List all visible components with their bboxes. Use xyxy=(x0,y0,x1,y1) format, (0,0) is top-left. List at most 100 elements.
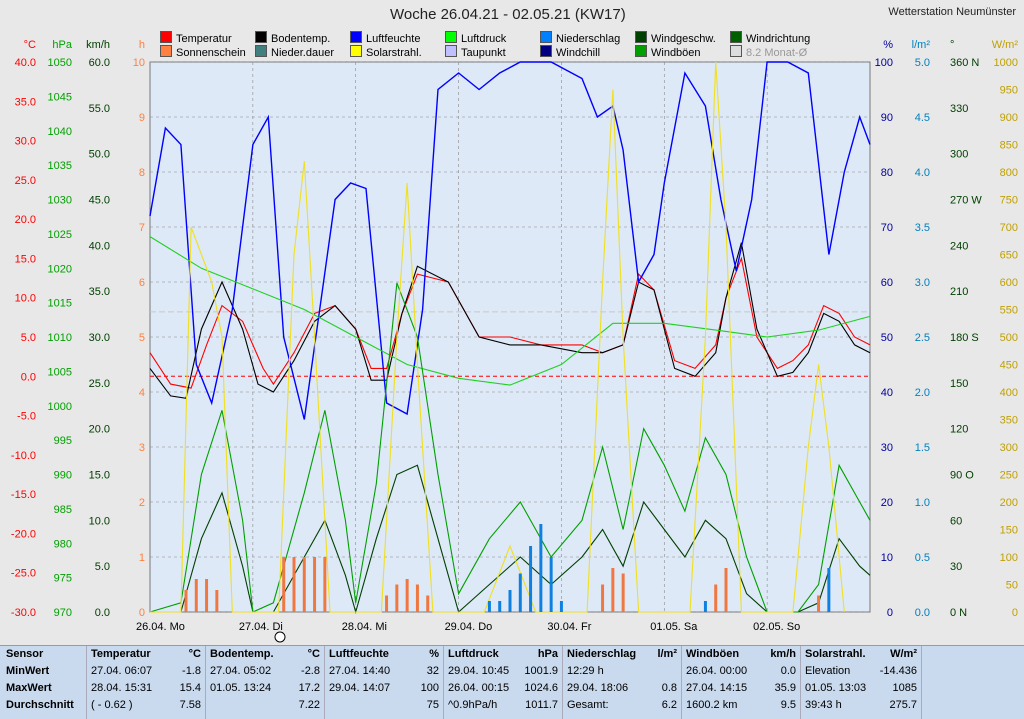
sunshine-bar xyxy=(405,579,409,612)
rain-bar xyxy=(703,601,707,612)
press-tick: 980 xyxy=(54,538,72,550)
rain-tick: 2.5 xyxy=(915,332,930,344)
legend-item: Windrichtung xyxy=(730,31,810,45)
solar-tick: 450 xyxy=(1000,360,1018,372)
wind-tick: 20.0 xyxy=(89,424,110,436)
sunshine-bar xyxy=(385,595,389,612)
rain-tick: 1.5 xyxy=(915,442,930,454)
legend-item: 8.2 Monat-Ø xyxy=(730,45,807,59)
legend-label: Temperatur xyxy=(176,33,232,45)
series-luftdruck xyxy=(149,236,871,386)
legend-item: Luftfeuchte xyxy=(350,31,420,45)
sun-tick: 6 xyxy=(139,277,145,289)
stats-cell: Bodentemp. °C xyxy=(210,648,320,660)
hum-tick: 90 xyxy=(881,112,893,124)
stats-cell: 7.22 xyxy=(298,699,320,711)
sunshine-bar xyxy=(184,590,188,612)
series-bodentemp xyxy=(149,242,871,399)
dir-tick: 60 xyxy=(950,515,962,527)
temp-tick: -10.0 xyxy=(11,450,36,462)
stats-cell: Solarstrahl. W/m² xyxy=(805,648,917,660)
wind-unit: km/h xyxy=(86,39,110,51)
legend-swatch xyxy=(635,31,647,43)
legend-label: Windböen xyxy=(651,47,701,59)
legend-item: Solarstrahl. xyxy=(350,45,422,59)
stats-cell: 1600.2 km 9.5 xyxy=(686,699,796,711)
legend-label: Windchill xyxy=(556,47,601,59)
sunshine-bar xyxy=(282,557,286,612)
sunshine-bar xyxy=(724,568,728,612)
solar-tick: 300 xyxy=(1000,442,1018,454)
stats-column: Temperatur °C 27.04. 06:07 -1.8 28.04. 15:31… xyxy=(87,646,206,719)
temp-tick: -30.0 xyxy=(11,607,36,619)
dir-tick: 210 xyxy=(950,286,968,298)
stats-cell: 27.04. 06:07 -1.8 xyxy=(91,665,201,677)
solar-tick: 750 xyxy=(1000,195,1018,207)
day-label: 02.05. So xyxy=(753,621,800,633)
rain-bar xyxy=(529,546,533,612)
wind-tick: 60.0 xyxy=(89,57,110,69)
wind-tick: 50.0 xyxy=(89,149,110,161)
day-label: 29.04. Do xyxy=(445,621,493,633)
stats-cell: 28.04. 15:31 15.4 xyxy=(91,682,201,694)
legend-swatch xyxy=(255,45,267,57)
legend-item: Windböen xyxy=(635,45,701,59)
legend-label: 8.2 Monat-Ø xyxy=(746,47,808,59)
wind-tick: 40.0 xyxy=(89,240,110,252)
dir-tick: 240 xyxy=(950,240,968,252)
rain-tick: 4.0 xyxy=(915,167,930,179)
stats-cell: Luftfeuchte% xyxy=(329,648,439,660)
stats-cell: ( - 0.62 ) 7.58 xyxy=(91,699,201,711)
solar-tick: 850 xyxy=(1000,140,1018,152)
wind-tick: 25.0 xyxy=(89,378,110,390)
hum-tick: 30 xyxy=(881,442,893,454)
sunshine-bar xyxy=(194,579,198,612)
sunshine-bar xyxy=(601,584,605,612)
rain-tick: 2.0 xyxy=(915,387,930,399)
chart-title: Woche 26.04.21 - 02.05.21 (KW17) xyxy=(390,6,626,23)
legend-item: Temperatur xyxy=(160,31,232,45)
press-tick: 995 xyxy=(54,435,72,447)
solar-unit: W/m² xyxy=(992,39,1019,51)
day-label: 30.04. Fr xyxy=(547,621,591,633)
stats-cell: 12:29 h xyxy=(567,665,604,677)
sun-tick: 10 xyxy=(133,57,145,69)
series-temperatur xyxy=(149,256,871,389)
station-name: Wetterstation Neumünster xyxy=(888,6,1016,18)
temp-tick: -15.0 xyxy=(11,489,36,501)
solar-tick: 950 xyxy=(1000,85,1018,97)
legend-label: Solarstrahl. xyxy=(366,47,422,59)
legend-item: Windgeschw. xyxy=(635,31,716,45)
rain-bar xyxy=(498,601,502,612)
temp-tick: 25.0 xyxy=(15,175,36,187)
stats-cell: ^0.9hPa/h 1011.7 xyxy=(448,699,558,711)
stats-cell: 01.05. 13:24 17.2 xyxy=(210,682,320,694)
legend-swatch xyxy=(350,45,362,57)
sunshine-bar xyxy=(302,557,306,612)
stats-column: Niederschlag l/m² 12:29 h 29.04. 18:06 0.8 Ge… xyxy=(563,646,682,719)
legend-label: Luftdruck xyxy=(461,33,507,45)
sun-tick: 1 xyxy=(139,552,145,564)
stats-column: Luftfeuchte% 27.04. 14:40 32 29.04. 14:07 10… xyxy=(325,646,444,719)
stats-cell: 27.04. 14:15 35.9 xyxy=(686,682,796,694)
hum-tick: 10 xyxy=(881,552,893,564)
dir-tick: 180 S xyxy=(950,332,979,344)
temp-unit: °C xyxy=(24,39,36,51)
temp-tick: 15.0 xyxy=(15,253,36,265)
press-tick: 990 xyxy=(54,470,72,482)
dir-tick: 270 W xyxy=(950,195,982,207)
dir-tick: 120 xyxy=(950,424,968,436)
legend-item: Nieder.dauer xyxy=(255,45,334,59)
sunshine-bar xyxy=(611,568,615,612)
legend-swatch xyxy=(635,45,647,57)
dir-tick: 30 xyxy=(950,561,962,573)
sunshine-bar xyxy=(215,590,219,612)
sun-unit: h xyxy=(139,39,145,51)
rain-bar xyxy=(487,601,491,612)
solar-tick: 700 xyxy=(1000,222,1018,234)
wind-tick: 5.0 xyxy=(95,561,110,573)
legend-swatch xyxy=(445,31,457,43)
stats-row-label: MaxWert xyxy=(6,682,52,694)
stats-row-label: MinWert xyxy=(6,665,50,677)
dir-tick: 90 O xyxy=(950,470,974,482)
